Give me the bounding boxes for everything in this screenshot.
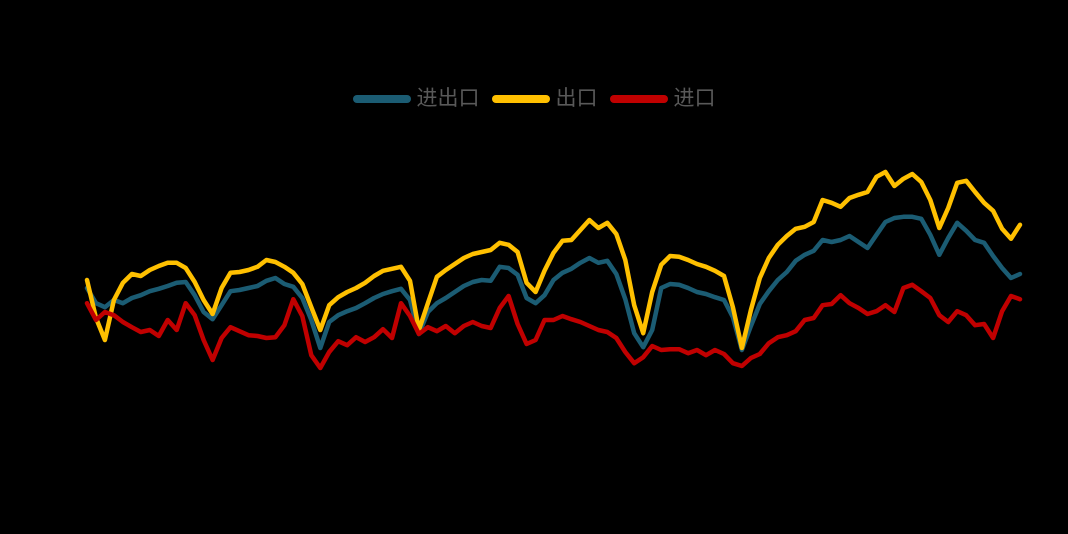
chart-legend: 进出口 出口 进口 — [0, 86, 1068, 112]
legend-item-export: 出口 — [491, 86, 598, 112]
series-line-2 — [84, 282, 1023, 371]
legend-item-import: 进口 — [609, 86, 716, 112]
series-line-0 — [84, 214, 1023, 353]
legend-line-swatch-export — [491, 95, 550, 103]
legend-label-import: 进口 — [673, 87, 716, 110]
legend-label-total: 进出口 — [416, 87, 480, 110]
legend-label-export: 出口 — [555, 87, 598, 110]
legend-line-swatch-total — [352, 95, 411, 103]
legend-line-swatch-import — [609, 95, 668, 103]
series-line-1 — [84, 169, 1023, 351]
legend-item-total: 进出口 — [352, 86, 480, 112]
